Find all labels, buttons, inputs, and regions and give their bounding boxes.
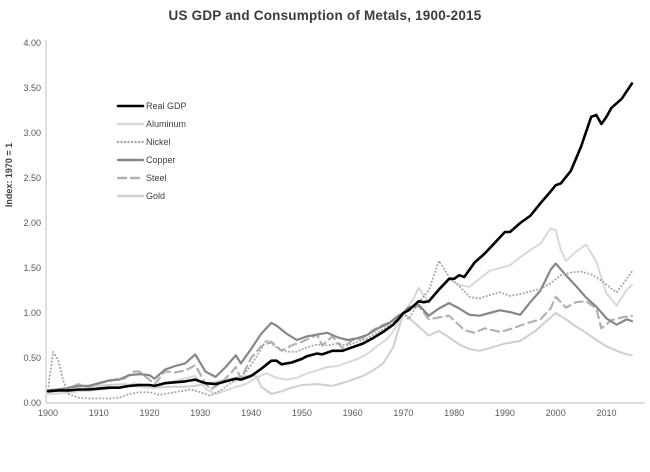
legend-label-gold: Gold (146, 191, 165, 201)
y-tick-label: 3.50 (23, 83, 41, 93)
series-line-copper (46, 262, 634, 392)
legend-label-steel: Steel (146, 173, 167, 183)
x-tick-label: 1960 (343, 408, 363, 418)
x-tick-label: 2010 (596, 408, 616, 418)
legend-label-real-gdp: Real GDP (146, 101, 187, 111)
x-tick-label: 1930 (190, 408, 210, 418)
y-tick-label: 1.50 (23, 263, 41, 273)
y-tick-label: 2.00 (23, 218, 41, 228)
series-line-real-gdp (46, 82, 634, 393)
x-tick-label: 1980 (444, 408, 464, 418)
x-tick-label: 1920 (140, 408, 160, 418)
series-line-nickel (47, 259, 633, 400)
x-tick-label: 1950 (292, 408, 312, 418)
x-tick-label: 2000 (546, 408, 566, 418)
legend-label-nickel: Nickel (146, 137, 171, 147)
y-tick-label: 3.00 (23, 128, 41, 138)
x-tick-label: 1970 (393, 408, 413, 418)
legend-label-copper: Copper (146, 155, 176, 165)
series-line-aluminum (47, 227, 633, 395)
chart-title: US GDP and Consumption of Metals, 1900-2… (168, 8, 482, 23)
series-line-gold (47, 312, 633, 395)
y-tick-label: 4.00 (23, 38, 41, 48)
x-tick-label: 1900 (38, 408, 58, 418)
legend-label-aluminum: Aluminum (146, 119, 186, 129)
x-tick-label: 1940 (241, 408, 261, 418)
x-tick-label: 1990 (495, 408, 515, 418)
x-tick-label: 1910 (89, 408, 109, 418)
y-tick-label: 0.50 (23, 353, 41, 363)
y-tick-label: 1.00 (23, 308, 41, 318)
y-tick-label: 2.50 (23, 173, 41, 183)
y-tick-label: 0.00 (23, 398, 41, 408)
